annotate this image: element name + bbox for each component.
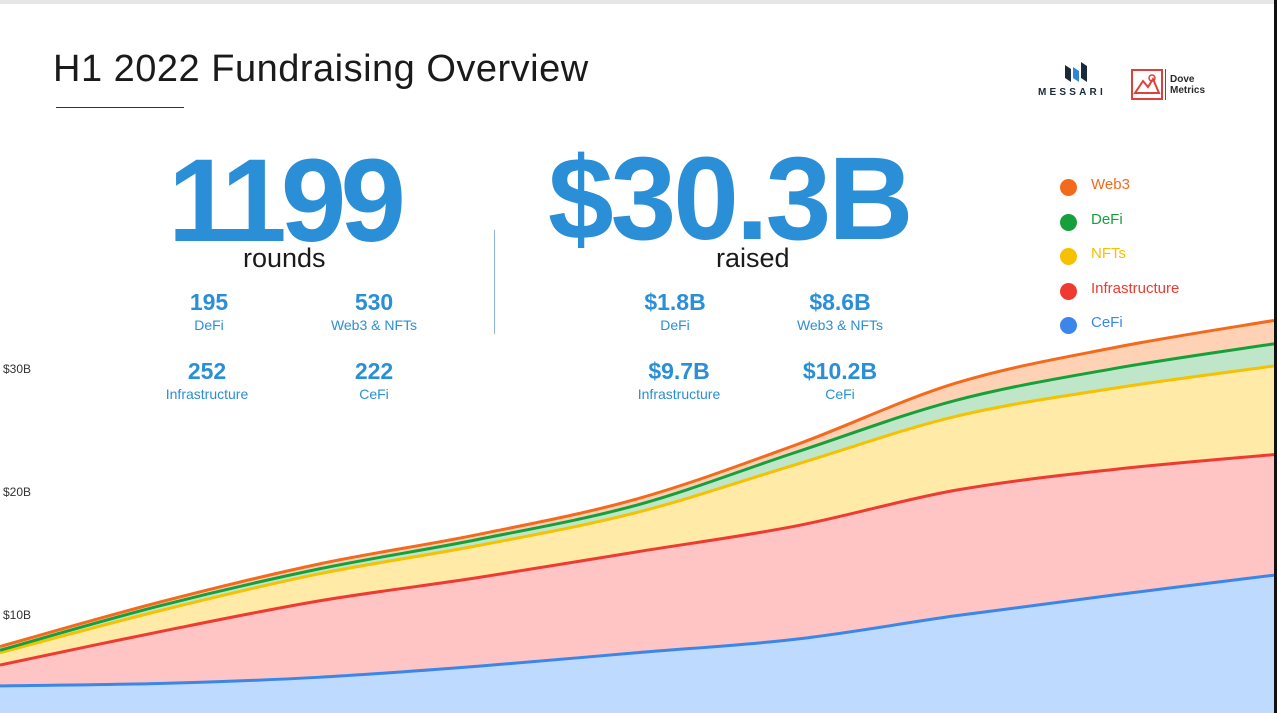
legend-label-defi: DeFi (1091, 211, 1123, 228)
area-nfts (0, 365, 1274, 666)
line-cefi (0, 573, 1274, 688)
legend-dot-nfts (1060, 248, 1077, 265)
legend-item-nfts: NFTs (1060, 244, 1210, 265)
stat-category: CeFi (359, 386, 389, 402)
line-nfts (0, 364, 1274, 655)
raised-web3-nfts-stat: $8.6B Web3 & NFTs (770, 289, 910, 334)
rounds-cefi-stat: 222 CeFi (304, 358, 444, 403)
legend-item-infrastructure: Infrastructure (1060, 279, 1210, 300)
summary-divider (494, 230, 495, 334)
legend-item-cefi: CeFi (1060, 313, 1210, 334)
page-title: H1 2022 Fundraising Overview (53, 48, 589, 90)
stat-category: CeFi (825, 386, 855, 402)
stat-value: 530 (354, 289, 394, 315)
line-web3 (0, 318, 1274, 648)
dove-metrics-wordmark: Dove Metrics (1170, 74, 1210, 96)
stat-category: Web3 & NFTs (330, 317, 418, 333)
raised-defi-stat: $1.8B DeFi (605, 289, 745, 334)
stat-category: DeFi (660, 317, 690, 333)
frame-right-edge (1274, 0, 1277, 713)
legend-item-web3: Web3 (1060, 175, 1210, 196)
stat-value: $1.8B (644, 289, 706, 315)
dove-wordmark-line1: Dove (1170, 74, 1195, 85)
raised-total: $30.3B (548, 133, 914, 265)
legend-item-defi: DeFi (1060, 210, 1210, 231)
dove-metrics-logo: Dove Metrics (1131, 69, 1211, 103)
stat-value: $10.2B (802, 358, 878, 384)
rounds-infrastructure-stat: 252 Infrastructure (137, 358, 277, 403)
legend-label-nfts: NFTs (1091, 245, 1126, 262)
stat-category: Web3 & NFTs (796, 317, 884, 333)
legend-dot-web3 (1060, 179, 1077, 196)
logo-separator (1165, 69, 1166, 100)
y-tick-label-10b: $10B (3, 608, 32, 622)
rounds-total: 1199 (168, 135, 406, 267)
raised-cefi-stat: $10.2B CeFi (770, 358, 910, 403)
stat-value: $8.6B (809, 289, 871, 315)
stat-value: 195 (189, 289, 229, 315)
area-defi (0, 343, 1274, 653)
y-tick-label-20b: $20B (3, 485, 32, 499)
stat-category: DeFi (194, 317, 224, 333)
raised-label: raised (716, 243, 790, 273)
line-infrastructure (0, 453, 1274, 667)
frame-top-edge (0, 0, 1277, 4)
stat-category: Infrastructure (165, 386, 249, 402)
line-defi (0, 342, 1274, 652)
stat-category: Infrastructure (637, 386, 721, 402)
legend-label-infrastructure: Infrastructure (1091, 280, 1180, 297)
messari-wordmark: MESSARI (1038, 87, 1106, 98)
legend-label-web3: Web3 (1091, 176, 1130, 193)
legend-dot-infrastructure (1060, 283, 1077, 300)
stat-value: 222 (354, 358, 394, 384)
rounds-web3-nfts-stat: 530 Web3 & NFTs (304, 289, 444, 334)
dove-wordmark-line2: Metrics (1170, 85, 1206, 96)
legend-label-cefi: CeFi (1091, 314, 1123, 331)
legend-dot-cefi (1060, 317, 1077, 334)
stat-value: $9.7B (648, 358, 710, 384)
y-tick-label-30b: $30B (3, 362, 32, 376)
dove-mark-icon (1131, 69, 1163, 100)
rounds-label: rounds (243, 243, 326, 273)
title-underline (56, 107, 184, 108)
raised-infrastructure-stat: $9.7B Infrastructure (609, 358, 749, 403)
stat-value: 252 (187, 358, 227, 384)
area-infrastructure (0, 454, 1274, 686)
messari-mark-icon (1065, 62, 1087, 82)
messari-logo: MESSARI (1038, 62, 1114, 100)
rounds-defi-stat: 195 DeFi (139, 289, 279, 334)
legend-dot-defi (1060, 214, 1077, 231)
